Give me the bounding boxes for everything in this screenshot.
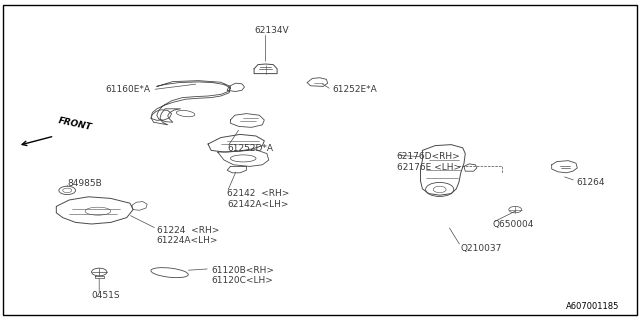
Text: 84985B: 84985B <box>67 180 102 188</box>
Text: 61224A<LH>: 61224A<LH> <box>157 236 218 245</box>
Text: Q210037: Q210037 <box>461 244 502 252</box>
Text: 62134V: 62134V <box>255 26 289 35</box>
Text: 61252E*A: 61252E*A <box>333 85 378 94</box>
Text: 61120C<LH>: 61120C<LH> <box>211 276 273 285</box>
Text: 62176D<RH>: 62176D<RH> <box>397 152 461 161</box>
Text: FRONT: FRONT <box>58 116 93 132</box>
Text: Q650004: Q650004 <box>493 220 534 228</box>
Text: 61120B<RH>: 61120B<RH> <box>211 266 274 275</box>
Text: 0451S: 0451S <box>92 292 120 300</box>
Text: 61252D*A: 61252D*A <box>227 144 273 153</box>
Text: 61264: 61264 <box>576 178 605 187</box>
Text: 61160E*A: 61160E*A <box>106 85 150 94</box>
Text: 62142  <RH>: 62142 <RH> <box>227 189 289 198</box>
Text: 61224  <RH>: 61224 <RH> <box>157 226 219 235</box>
Text: A607001185: A607001185 <box>566 302 620 311</box>
Text: 62176E <LH>: 62176E <LH> <box>397 164 461 172</box>
Text: 62142A<LH>: 62142A<LH> <box>227 200 289 209</box>
